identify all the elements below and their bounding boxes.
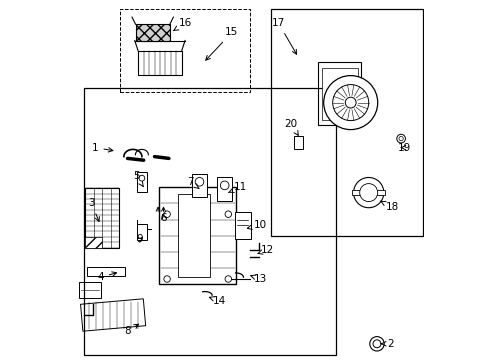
Circle shape <box>398 136 403 141</box>
Text: 7: 7 <box>187 177 199 189</box>
Circle shape <box>163 211 170 217</box>
Bar <box>85 237 102 248</box>
Bar <box>137 224 146 240</box>
Circle shape <box>332 85 368 121</box>
Bar <box>178 194 210 277</box>
Text: 15: 15 <box>205 27 238 60</box>
Circle shape <box>224 211 231 217</box>
Circle shape <box>220 181 228 190</box>
Text: 6: 6 <box>160 213 166 223</box>
Text: 1: 1 <box>92 143 113 153</box>
Bar <box>234 211 250 239</box>
Circle shape <box>353 177 383 208</box>
Bar <box>321 68 357 120</box>
Bar <box>159 187 236 284</box>
Text: 16: 16 <box>173 18 191 31</box>
Text: 18: 18 <box>380 201 398 212</box>
Circle shape <box>195 177 203 186</box>
Bar <box>217 177 231 201</box>
Text: 17: 17 <box>271 18 296 54</box>
Text: 9: 9 <box>137 234 143 244</box>
Text: 8: 8 <box>124 324 138 336</box>
Circle shape <box>323 76 377 130</box>
Text: 5: 5 <box>133 171 143 186</box>
Text: 11: 11 <box>228 182 247 193</box>
Text: 2: 2 <box>381 339 393 349</box>
Circle shape <box>359 184 377 202</box>
Circle shape <box>396 134 405 143</box>
Bar <box>87 267 124 276</box>
Text: 12: 12 <box>258 245 274 255</box>
Bar <box>85 188 119 248</box>
Bar <box>81 299 145 331</box>
Bar <box>138 51 181 75</box>
Bar <box>79 282 101 298</box>
Text: 3: 3 <box>88 198 99 221</box>
Bar <box>318 62 361 125</box>
Text: 10: 10 <box>247 220 267 230</box>
Bar <box>135 24 169 40</box>
Circle shape <box>163 276 170 282</box>
Text: 14: 14 <box>209 296 225 306</box>
Circle shape <box>369 337 384 351</box>
Circle shape <box>372 340 380 348</box>
Bar <box>293 136 303 149</box>
Circle shape <box>345 97 355 108</box>
Text: 13: 13 <box>250 274 267 284</box>
Bar <box>351 190 385 195</box>
Text: 4: 4 <box>97 272 116 282</box>
Bar <box>192 174 206 197</box>
Circle shape <box>224 276 231 282</box>
Bar <box>136 172 147 192</box>
Circle shape <box>139 175 144 181</box>
Text: 20: 20 <box>284 119 298 135</box>
Text: 19: 19 <box>397 143 410 153</box>
